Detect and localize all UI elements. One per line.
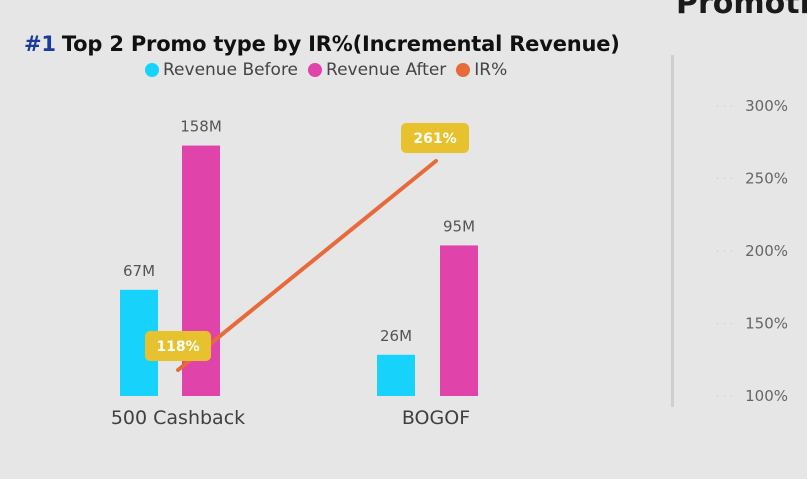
bar-revenue-after xyxy=(440,245,478,396)
ir-line xyxy=(176,159,438,372)
legend-label-ir: IR% xyxy=(474,60,508,80)
ir-callout-box xyxy=(401,123,469,153)
legend-marker-ir xyxy=(456,63,471,77)
visual-divider xyxy=(671,55,674,407)
bar-revenue-before xyxy=(377,354,415,396)
chart-title-text: Top 2 Promo type by IR%(Incremental Reve… xyxy=(61,32,620,56)
legend-marker-revenue-before xyxy=(145,63,159,77)
label-revenue-before: 26M xyxy=(380,327,412,345)
ir-callout-label: 118% xyxy=(156,339,199,355)
cut-off-title: Promoti xyxy=(676,0,807,21)
right-axis-tick-label: 100% xyxy=(745,387,788,405)
legend-item-ir[interactable]: IR% xyxy=(456,60,507,80)
category-label: 500 Cashback xyxy=(111,407,245,429)
right-axis-tick-label: 200% xyxy=(745,242,788,260)
label-revenue-after: 95M xyxy=(443,217,475,235)
legend: Revenue Before Revenue After IR% xyxy=(145,60,507,80)
right-axis-tick-label: 250% xyxy=(745,170,788,188)
legend-marker-revenue-after xyxy=(308,63,323,77)
label-revenue-after: 158M xyxy=(180,118,222,136)
label-revenue-before: 67M xyxy=(123,262,155,280)
ir-callout-box xyxy=(145,331,211,361)
legend-item-revenue-before[interactable]: Revenue Before xyxy=(145,60,298,80)
ir-callout-label: 261% xyxy=(413,131,456,147)
chart-title: #1 Top 2 Promo type by IR%(Incremental Re… xyxy=(24,32,620,56)
legend-label-revenue-after: Revenue After xyxy=(326,60,447,80)
right-axis-tick-label: 300% xyxy=(745,97,788,115)
chart-rank: #1 xyxy=(24,32,56,56)
legend-item-revenue-after[interactable]: Revenue After xyxy=(308,60,446,80)
legend-label-revenue-before: Revenue Before xyxy=(163,60,299,80)
category-label: BOGOF xyxy=(402,407,470,429)
right-axis-tick-label: 150% xyxy=(745,315,788,333)
